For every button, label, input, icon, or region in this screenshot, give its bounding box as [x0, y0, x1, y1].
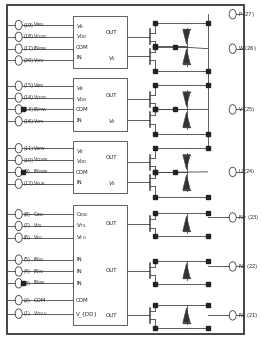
Text: $\mathdefault{V_{FO}}$: $\mathdefault{V_{FO}}$ [33, 233, 42, 242]
Text: (17): (17) [23, 46, 33, 51]
Text: $\mathdefault{V_{BPV}}$: $\mathdefault{V_{BPV}}$ [33, 81, 45, 90]
Text: $\mathdefault{COM}$: $\mathdefault{COM}$ [33, 296, 46, 304]
Polygon shape [183, 263, 190, 278]
Text: $V_B$: $V_B$ [76, 147, 84, 156]
Text: (14): (14) [23, 95, 33, 100]
Polygon shape [183, 155, 190, 170]
Text: COM: COM [76, 107, 89, 112]
Text: (12): (12) [23, 181, 33, 186]
Polygon shape [183, 112, 190, 127]
Text: $\mathdefault{U}$ (24): $\mathdefault{U}$ (24) [238, 167, 255, 176]
Text: $V_B$: $V_B$ [76, 84, 84, 93]
Text: COM: COM [76, 170, 89, 175]
Polygon shape [183, 175, 190, 190]
Text: $V_S$: $V_S$ [108, 117, 116, 126]
Text: $\mathdefault{IN_{(U)}}$: $\mathdefault{IN_{(U)}}$ [33, 256, 45, 264]
Text: $\mathdefault{W}$ (26): $\mathdefault{W}$ (26) [238, 44, 256, 53]
Text: $\mathdefault{C_{BSC}}$: $\mathdefault{C_{BSC}}$ [33, 210, 45, 219]
Text: $\mathdefault{V_{BPW}}$: $\mathdefault{V_{BPW}}$ [33, 144, 46, 153]
Text: $\mathdefault{V_{SPV}}$: $\mathdefault{V_{SPV}}$ [33, 117, 45, 126]
Text: (13): (13) [23, 107, 33, 112]
Text: $\mathdefault{V_{CDPV}}$: $\mathdefault{V_{CDPV}}$ [33, 93, 47, 102]
Polygon shape [183, 29, 190, 44]
Text: COM: COM [76, 298, 89, 303]
Text: $\mathdefault{IN_{(W)}}$: $\mathdefault{IN_{(W)}}$ [33, 279, 46, 287]
Text: OUT: OUT [106, 268, 117, 273]
Text: OUT: OUT [106, 30, 117, 35]
Text: IN: IN [76, 269, 82, 274]
Text: $\mathdefault{V_{SLW}}$: $\mathdefault{V_{SLW}}$ [33, 179, 45, 188]
Text: IN: IN [76, 257, 82, 262]
Text: $V_{DD}$: $V_{DD}$ [76, 157, 88, 166]
Text: (5): (5) [23, 257, 30, 262]
Text: $V_S$: $V_S$ [108, 179, 116, 188]
Text: $\mathdefault{P}$ (27): $\mathdefault{P}$ (27) [238, 10, 254, 19]
Text: OUT: OUT [106, 221, 117, 226]
Text: (20): (20) [23, 58, 33, 63]
Text: (1): (1) [23, 311, 30, 316]
Text: $\mathdefault{V}$ (25): $\mathdefault{V}$ (25) [238, 105, 255, 114]
Text: IN: IN [76, 118, 82, 123]
Polygon shape [183, 49, 190, 64]
Text: (18): (18) [23, 34, 33, 39]
Polygon shape [183, 216, 190, 231]
Text: IN: IN [76, 281, 82, 286]
Text: IN: IN [76, 55, 82, 60]
Text: $V_{DD}$: $V_{DD}$ [76, 32, 88, 41]
Text: OUT: OUT [106, 155, 117, 160]
Text: $\mathdefault{IN_{PWV}}$: $\mathdefault{IN_{PWV}}$ [33, 105, 47, 114]
Text: V_{DD}: V_{DD} [76, 311, 98, 317]
Text: $\mathdefault{V_{FO}}$: $\mathdefault{V_{FO}}$ [76, 233, 87, 242]
Text: $V_B$: $V_B$ [76, 22, 84, 31]
Bar [73, 16, 127, 68]
Text: $\mathdefault{V_{CDPU}}$: $\mathdefault{V_{CDPU}}$ [33, 32, 47, 41]
Polygon shape [183, 308, 190, 323]
Text: IN: IN [76, 180, 82, 185]
Text: $\mathdefault{V_{SPU}}$: $\mathdefault{V_{SPU}}$ [33, 56, 44, 65]
Text: (11): (11) [23, 146, 33, 151]
Text: (7): (7) [23, 223, 30, 228]
Text: $\mathdefault{IN_{PWU}}$: $\mathdefault{IN_{PWU}}$ [33, 44, 47, 53]
Text: $\mathdefault{IN_{(V)}}$: $\mathdefault{IN_{(V)}}$ [33, 267, 45, 276]
Text: $\mathdefault{N_V}$ (22): $\mathdefault{N_V}$ (22) [238, 262, 258, 271]
Polygon shape [183, 92, 190, 107]
Text: $\mathdefault{V_{CDPW}}$: $\mathdefault{V_{CDPW}}$ [33, 156, 48, 164]
Text: COM: COM [76, 45, 89, 50]
Text: $\mathdefault{V_{BPU}}$: $\mathdefault{V_{BPU}}$ [33, 21, 45, 29]
Text: (6): (6) [23, 235, 30, 240]
Text: $\mathdefault{N_W}$ (23): $\mathdefault{N_W}$ (23) [238, 213, 259, 222]
Text: (9): (9) [23, 170, 30, 174]
Text: $V_S$: $V_S$ [108, 54, 116, 63]
Text: (4): (4) [23, 269, 30, 274]
Text: OUT: OUT [106, 313, 117, 318]
Text: (3): (3) [23, 281, 30, 286]
Text: $\mathdefault{C_{BSC}}$: $\mathdefault{C_{BSC}}$ [76, 210, 90, 219]
Text: (15): (15) [23, 83, 33, 88]
Text: (10): (10) [23, 158, 33, 162]
Bar [73, 78, 127, 131]
Text: (16): (16) [23, 119, 33, 124]
Text: $\mathdefault{N_U}$ (21): $\mathdefault{N_U}$ (21) [238, 311, 258, 320]
Text: $\mathdefault{V_{TS}}$: $\mathdefault{V_{TS}}$ [33, 221, 42, 230]
Text: $\mathdefault{V_{TS}}$: $\mathdefault{V_{TS}}$ [76, 221, 86, 230]
Text: (2): (2) [23, 298, 30, 303]
Text: $V_{DD}$: $V_{DD}$ [76, 95, 88, 104]
Bar [73, 141, 127, 193]
Text: OUT: OUT [106, 93, 117, 98]
Bar [73, 205, 127, 325]
Text: (8): (8) [23, 212, 30, 217]
Text: $\mathdefault{IN_{PWW}}$: $\mathdefault{IN_{PWW}}$ [33, 167, 48, 176]
Text: $\mathdefault{V_{CDLU}}$: $\mathdefault{V_{CDLU}}$ [33, 309, 47, 318]
Text: (19): (19) [23, 22, 33, 27]
